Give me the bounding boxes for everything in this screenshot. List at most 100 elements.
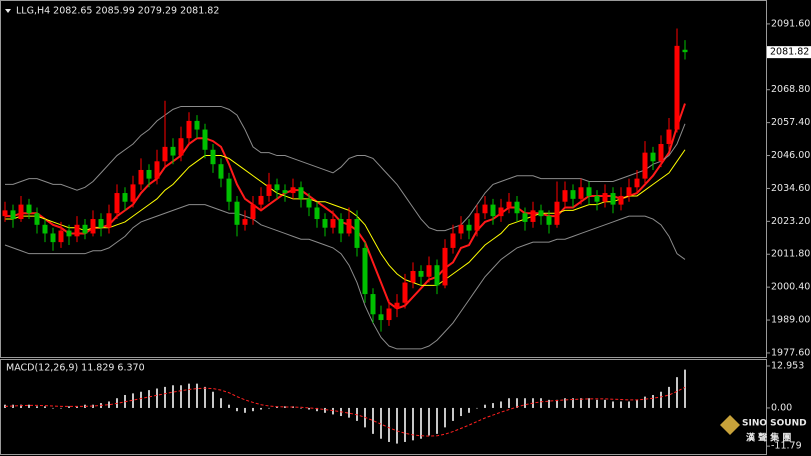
candle-body — [402, 282, 408, 303]
candle-body — [90, 219, 96, 234]
macd-bar — [372, 407, 374, 434]
y-tick-label: 2068.80 — [771, 84, 810, 95]
menu-arrow[interactable] — [5, 9, 11, 13]
y-tick-label: 2046.00 — [771, 150, 810, 161]
candle-body — [146, 169, 152, 179]
macd-bar — [236, 407, 238, 412]
candle-body — [570, 190, 576, 199]
macd-bar — [180, 385, 182, 408]
indicator-line — [5, 103, 686, 310]
macd-bar — [52, 407, 54, 409]
macd-bar — [404, 407, 406, 442]
candle-body — [506, 201, 512, 208]
candle-body — [338, 219, 344, 234]
macd-bar — [36, 406, 38, 408]
candle-body — [250, 204, 256, 220]
macd-bar — [452, 407, 454, 421]
y-tick-label: 2011.80 — [771, 249, 810, 260]
candle-body — [106, 213, 112, 228]
candle-body — [522, 213, 528, 222]
macd-bar — [604, 399, 606, 408]
candle-body — [266, 184, 272, 196]
candle-body — [274, 184, 280, 191]
macd-bar — [428, 407, 430, 436]
macd-bar — [396, 407, 398, 444]
macd-bar — [468, 407, 470, 413]
macd-bar — [660, 391, 662, 408]
macd-bar — [260, 407, 262, 410]
candle-body — [178, 138, 184, 156]
macd-bar — [588, 398, 590, 408]
macd-bar — [644, 396, 646, 408]
macd-bar — [228, 404, 230, 408]
macd-bar — [412, 407, 414, 441]
macd-bar — [244, 407, 246, 413]
macd-bar — [220, 398, 222, 408]
y-tick-label: 2000.40 — [771, 282, 810, 293]
macd-bar — [204, 386, 206, 408]
candle-body — [666, 129, 672, 144]
candle-body — [602, 193, 608, 202]
macd-bar — [436, 407, 438, 434]
macd-bar — [108, 401, 110, 408]
macd-bar — [500, 401, 502, 408]
candle-body — [10, 210, 16, 220]
macd-bar — [252, 407, 254, 412]
macd-bar — [324, 407, 326, 413]
macd-bar — [60, 407, 62, 409]
candle-body — [162, 146, 168, 162]
candle-body — [682, 49, 688, 53]
candle-body — [218, 164, 224, 179]
candle-body — [50, 233, 56, 243]
macd-bar — [564, 398, 566, 408]
candle-body — [562, 190, 568, 202]
macd-bar — [76, 406, 78, 408]
macd-bar — [636, 399, 638, 408]
candle-body — [130, 184, 136, 202]
candle-body — [346, 219, 352, 234]
macd-bar — [332, 407, 334, 415]
candle-body — [18, 204, 24, 220]
candle-body — [42, 224, 48, 234]
indicator-line — [5, 149, 686, 286]
macd-bar — [380, 407, 382, 439]
candle-body — [282, 190, 288, 194]
candle-body — [418, 270, 424, 277]
candle-body — [650, 152, 656, 162]
macd-title: MACD(12,26,9) 11.829 6.370 — [6, 363, 145, 374]
macd-bar — [612, 401, 614, 408]
macd-bar — [388, 407, 390, 442]
candle-body — [378, 314, 384, 321]
macd-bar — [684, 369, 686, 408]
macd-bar — [652, 394, 654, 408]
macd-bar — [444, 407, 446, 428]
last-price-box — [767, 46, 811, 59]
candle-body — [586, 187, 592, 196]
candle-body — [370, 294, 376, 315]
macd-bar — [556, 399, 558, 408]
candle-body — [186, 120, 192, 139]
macd-bar — [548, 399, 550, 408]
candle-body — [154, 161, 160, 179]
candle-body — [58, 230, 64, 243]
macd-bar — [28, 404, 30, 408]
candle-body — [122, 193, 128, 202]
candle-body — [98, 219, 104, 228]
macd-bar — [524, 398, 526, 408]
candle-body — [442, 247, 448, 286]
candle-body — [674, 45, 680, 130]
macd-bar — [268, 407, 270, 409]
candle-body — [66, 230, 72, 237]
macd-bar — [596, 399, 598, 408]
candle-body — [554, 201, 560, 225]
macd-bar — [44, 406, 46, 408]
candle-body — [226, 178, 232, 202]
macd-bar — [484, 404, 486, 408]
candle-body — [426, 265, 432, 277]
candle-body — [322, 219, 328, 228]
macd-bar — [300, 407, 302, 409]
y-tick-label: -11.79 — [771, 441, 802, 452]
macd-bar — [164, 386, 166, 408]
